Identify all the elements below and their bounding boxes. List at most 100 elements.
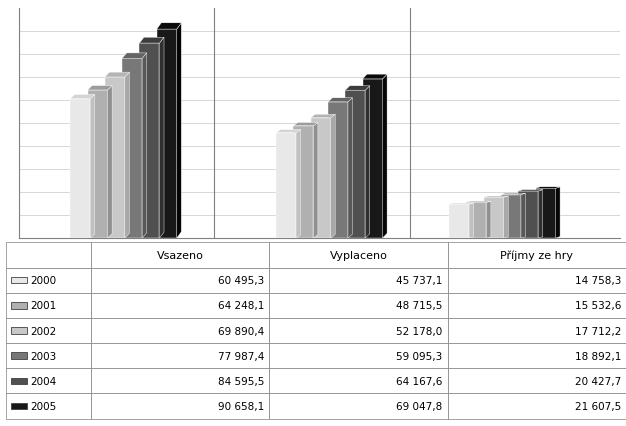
Bar xyxy=(269,318,448,343)
Text: Vyplaceno: Vyplaceno xyxy=(329,250,387,260)
Polygon shape xyxy=(88,91,108,239)
Bar xyxy=(269,293,448,318)
Polygon shape xyxy=(140,38,164,44)
Polygon shape xyxy=(362,75,387,80)
Polygon shape xyxy=(70,99,90,239)
Polygon shape xyxy=(310,118,331,239)
Text: 69 047,8: 69 047,8 xyxy=(396,401,443,411)
Polygon shape xyxy=(122,54,146,59)
Bar xyxy=(448,343,626,368)
Bar xyxy=(11,328,26,334)
Polygon shape xyxy=(345,86,370,91)
Text: Vyplaceno: Vyplaceno xyxy=(344,255,401,265)
Polygon shape xyxy=(177,24,182,239)
Text: 15 532,6: 15 532,6 xyxy=(575,301,621,311)
Bar xyxy=(448,394,626,419)
Polygon shape xyxy=(314,123,318,239)
Polygon shape xyxy=(331,115,335,239)
Bar xyxy=(11,353,26,359)
Bar xyxy=(448,268,626,293)
Polygon shape xyxy=(535,187,560,189)
Bar xyxy=(6,318,91,343)
Bar xyxy=(91,368,269,394)
Text: 84 595,5: 84 595,5 xyxy=(218,376,264,386)
Bar xyxy=(6,343,91,368)
Polygon shape xyxy=(156,30,177,239)
Polygon shape xyxy=(466,202,491,203)
Bar xyxy=(6,394,91,419)
Polygon shape xyxy=(555,187,560,239)
Bar xyxy=(6,293,91,318)
Bar xyxy=(91,394,269,419)
Text: 18 892,1: 18 892,1 xyxy=(575,351,621,361)
Text: Příjmy ze hry: Příjmy ze hry xyxy=(500,250,573,261)
Bar xyxy=(11,277,26,284)
Polygon shape xyxy=(276,130,300,133)
Polygon shape xyxy=(160,38,164,239)
Polygon shape xyxy=(122,59,142,239)
Bar xyxy=(6,268,91,293)
Bar xyxy=(448,243,626,268)
Polygon shape xyxy=(328,103,348,239)
Bar xyxy=(91,293,269,318)
Polygon shape xyxy=(449,204,469,239)
Polygon shape xyxy=(521,194,525,239)
Text: 77 987,4: 77 987,4 xyxy=(218,351,264,361)
Bar xyxy=(11,403,26,409)
Polygon shape xyxy=(70,95,95,99)
Polygon shape xyxy=(108,86,112,239)
Bar xyxy=(91,243,269,268)
Polygon shape xyxy=(276,133,296,239)
Polygon shape xyxy=(88,86,112,91)
Bar xyxy=(448,368,626,394)
Polygon shape xyxy=(501,194,525,195)
Bar xyxy=(269,268,448,293)
Polygon shape xyxy=(501,195,521,239)
Text: 14 758,3: 14 758,3 xyxy=(575,276,621,285)
Polygon shape xyxy=(90,95,95,239)
Bar xyxy=(269,243,448,268)
Polygon shape xyxy=(310,115,335,118)
Polygon shape xyxy=(484,198,504,239)
Polygon shape xyxy=(484,196,508,198)
Bar xyxy=(269,368,448,394)
Text: Vsazeno: Vsazeno xyxy=(143,255,190,265)
Polygon shape xyxy=(348,98,352,239)
Text: 20 427,7: 20 427,7 xyxy=(575,376,621,386)
Text: 64 167,6: 64 167,6 xyxy=(396,376,443,386)
Polygon shape xyxy=(296,130,300,239)
Polygon shape xyxy=(328,98,352,103)
Polygon shape xyxy=(142,54,146,239)
Text: 2005: 2005 xyxy=(30,401,56,411)
Bar xyxy=(269,394,448,419)
Text: 59 095,3: 59 095,3 xyxy=(396,351,443,361)
Polygon shape xyxy=(535,189,555,239)
Polygon shape xyxy=(156,24,182,30)
Polygon shape xyxy=(362,80,382,239)
Polygon shape xyxy=(382,75,387,239)
Text: 2000: 2000 xyxy=(30,276,56,285)
Text: 2004: 2004 xyxy=(30,376,56,386)
Bar xyxy=(91,343,269,368)
Polygon shape xyxy=(140,44,160,239)
Polygon shape xyxy=(105,78,125,239)
Polygon shape xyxy=(294,127,314,239)
Bar xyxy=(6,368,91,394)
Text: 2001: 2001 xyxy=(30,301,56,311)
Text: 90 658,1: 90 658,1 xyxy=(218,401,264,411)
Polygon shape xyxy=(294,123,318,127)
Polygon shape xyxy=(345,91,365,239)
Polygon shape xyxy=(486,202,491,239)
Text: 21 607,5: 21 607,5 xyxy=(575,401,621,411)
Text: 69 890,4: 69 890,4 xyxy=(218,326,264,336)
Text: 2002: 2002 xyxy=(30,326,56,336)
Text: 17 712,2: 17 712,2 xyxy=(575,326,621,336)
Text: Vsazeno: Vsazeno xyxy=(156,250,203,260)
Polygon shape xyxy=(538,190,543,239)
Polygon shape xyxy=(466,203,486,239)
Bar xyxy=(448,293,626,318)
Polygon shape xyxy=(518,192,538,239)
Text: 52 178,0: 52 178,0 xyxy=(396,326,443,336)
Polygon shape xyxy=(469,204,474,239)
Text: 45 737,1: 45 737,1 xyxy=(396,276,443,285)
